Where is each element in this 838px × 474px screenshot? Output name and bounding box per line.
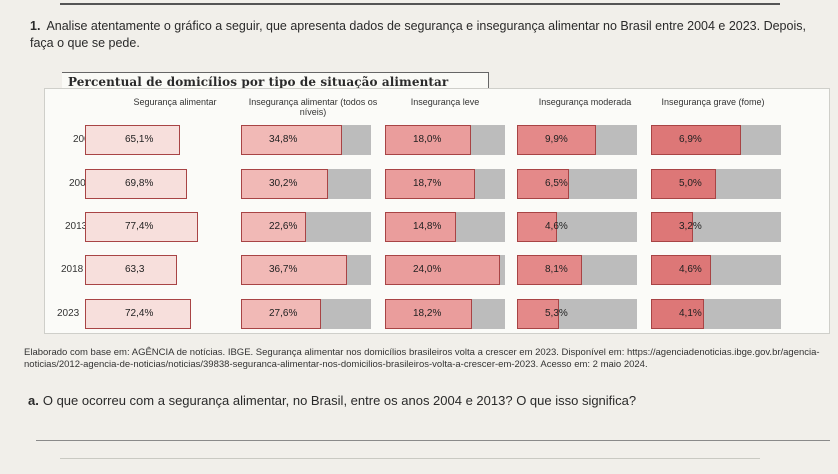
bar-2023-4 bbox=[651, 299, 705, 329]
bar-2018-2 bbox=[385, 255, 501, 285]
bar-track-2023-2: 18,2% bbox=[385, 299, 505, 329]
year-label-2004: 2004 bbox=[73, 134, 95, 145]
bar-2013-4 bbox=[651, 212, 693, 242]
value-label-2009-4: 5,0% bbox=[679, 178, 702, 189]
bar-track-2013-2: 14,8% bbox=[385, 212, 505, 242]
bar-2004-3 bbox=[517, 125, 597, 155]
subquestion-text: O que ocorreu com a segurança alimentar,… bbox=[42, 393, 637, 408]
subquestion-a: a. O que ocorreu com a segurança alimenta… bbox=[28, 393, 636, 408]
value-label-2013-3: 4,6% bbox=[545, 221, 568, 232]
value-label-2018-3: 8,1% bbox=[545, 264, 568, 275]
bar-2004-1 bbox=[241, 125, 342, 155]
subquestion-letter: a. bbox=[28, 393, 39, 408]
bar-track-2009-4: 5,0% bbox=[651, 169, 781, 199]
bar-2009-3 bbox=[517, 169, 569, 199]
column-header-0: Segurança alimentar bbox=[133, 97, 217, 107]
year-label-2013: 2013 bbox=[65, 221, 88, 232]
bar-track-2023-3: 5,3% bbox=[517, 299, 637, 329]
bar-track-2013-4: 3,2% bbox=[651, 212, 781, 242]
bar-2013-0 bbox=[85, 212, 198, 242]
value-label-2004-2: 18,0% bbox=[413, 134, 442, 145]
year-label-2009: 2009 bbox=[69, 178, 92, 189]
bar-2004-4 bbox=[651, 125, 741, 155]
question-number: 1. bbox=[30, 19, 41, 33]
bar-track-2004-3: 9,9% bbox=[517, 125, 637, 155]
value-label-2018-4: 4,6% bbox=[679, 264, 702, 275]
bar-track-2009-1: 30,2% bbox=[241, 169, 371, 199]
bar-2018-0 bbox=[85, 255, 178, 285]
value-label-2013-1: 22,6% bbox=[269, 221, 298, 232]
bar-track-2004-4: 6,9% bbox=[651, 125, 781, 155]
bar-2018-3 bbox=[517, 255, 582, 285]
bar-track-2018-0: 63,3 bbox=[85, 255, 231, 285]
bar-track-2013-0: 77,4% bbox=[85, 212, 231, 242]
bar-track-2013-1: 22,6% bbox=[241, 212, 371, 242]
bar-track-2009-3: 6,5% bbox=[517, 169, 637, 199]
value-label-2018-0: 63,3 bbox=[125, 264, 145, 275]
column-header-3: Insegurança moderada bbox=[538, 97, 632, 107]
bar-2013-2 bbox=[385, 212, 457, 242]
bar-track-2018-1: 36,7% bbox=[241, 255, 371, 285]
bar-track-2018-2: 24,0% bbox=[385, 255, 505, 285]
top-rule bbox=[60, 3, 780, 5]
value-label-2018-2: 24,0% bbox=[413, 264, 442, 275]
bar-track-2018-4: 4,6% bbox=[651, 255, 781, 285]
value-label-2004-3: 9,9% bbox=[545, 134, 568, 145]
bar-2018-1 bbox=[241, 255, 348, 285]
value-label-2013-4: 3,2% bbox=[679, 221, 702, 232]
bar-2023-0 bbox=[85, 299, 191, 329]
bar-2023-1 bbox=[241, 299, 321, 329]
chart-title: Percentual de domicílios por tipo de sit… bbox=[62, 72, 490, 91]
bar-2023-3 bbox=[517, 299, 560, 329]
answer-line-faint bbox=[60, 458, 760, 459]
value-label-2023-2: 18,2% bbox=[413, 308, 442, 319]
value-label-2009-2: 18,7% bbox=[413, 178, 442, 189]
year-label-2018: 2018 bbox=[61, 264, 84, 275]
value-label-2023-3: 5,3% bbox=[545, 308, 568, 319]
value-label-2023-4: 4,1% bbox=[679, 308, 702, 319]
bar-2009-4 bbox=[651, 169, 716, 199]
bar-2004-0 bbox=[85, 125, 181, 155]
column-header-1: Insegurança alimentar (todos os níveis) bbox=[248, 97, 378, 117]
chart-panel: Segurança alimentar Insegurança alimentar… bbox=[44, 88, 830, 334]
value-label-2009-1: 30,2% bbox=[269, 178, 298, 189]
value-label-2009-3: 6,5% bbox=[545, 178, 568, 189]
bar-2013-1 bbox=[241, 212, 307, 242]
bar-track-2023-1: 27,6% bbox=[241, 299, 371, 329]
value-label-2013-0: 77,4% bbox=[125, 221, 154, 232]
bar-2004-2 bbox=[385, 125, 472, 155]
source-citation: Elaborado com base em: AGÊNCIA de notíci… bbox=[24, 347, 820, 370]
bar-track-2004-0: 65,1% bbox=[85, 125, 231, 155]
value-label-2004-0: 65,1% bbox=[125, 134, 154, 145]
value-label-2009-0: 69,8% bbox=[125, 178, 154, 189]
bar-track-2013-3: 4,6% bbox=[517, 212, 637, 242]
column-header-4: Insegurança grave (fome) bbox=[661, 97, 765, 107]
bar-2009-1 bbox=[241, 169, 329, 199]
bar-track-2004-1: 34,8% bbox=[241, 125, 371, 155]
value-label-2004-4: 6,9% bbox=[679, 134, 702, 145]
bar-track-2018-3: 8,1% bbox=[517, 255, 637, 285]
bar-2018-4 bbox=[651, 255, 711, 285]
year-label-2023: 2023 bbox=[57, 308, 80, 319]
value-label-2023-1: 27,6% bbox=[269, 308, 298, 319]
question-text: Analise atentamente o gráfico a seguir, … bbox=[30, 19, 806, 50]
value-label-2013-2: 14,8% bbox=[413, 221, 442, 232]
bar-2009-0 bbox=[85, 169, 187, 199]
value-label-2018-1: 36,7% bbox=[269, 264, 298, 275]
bar-track-2004-2: 18,0% bbox=[385, 125, 505, 155]
bar-2023-2 bbox=[385, 299, 473, 329]
value-label-2023-0: 72,4% bbox=[125, 308, 154, 319]
bar-track-2009-2: 18,7% bbox=[385, 169, 505, 199]
question-header: 1. Analise atentamente o gráfico a seguir… bbox=[30, 18, 820, 52]
bar-track-2009-0: 69,8% bbox=[85, 169, 231, 199]
bar-track-2023-0: 72,4% bbox=[85, 299, 231, 329]
bar-2013-3 bbox=[517, 212, 557, 242]
answer-line bbox=[36, 440, 830, 441]
bar-track-2023-4: 4,1% bbox=[651, 299, 781, 329]
value-label-2004-1: 34,8% bbox=[269, 134, 298, 145]
column-header-2: Insegurança leve bbox=[410, 97, 480, 107]
bar-2009-2 bbox=[385, 169, 475, 199]
